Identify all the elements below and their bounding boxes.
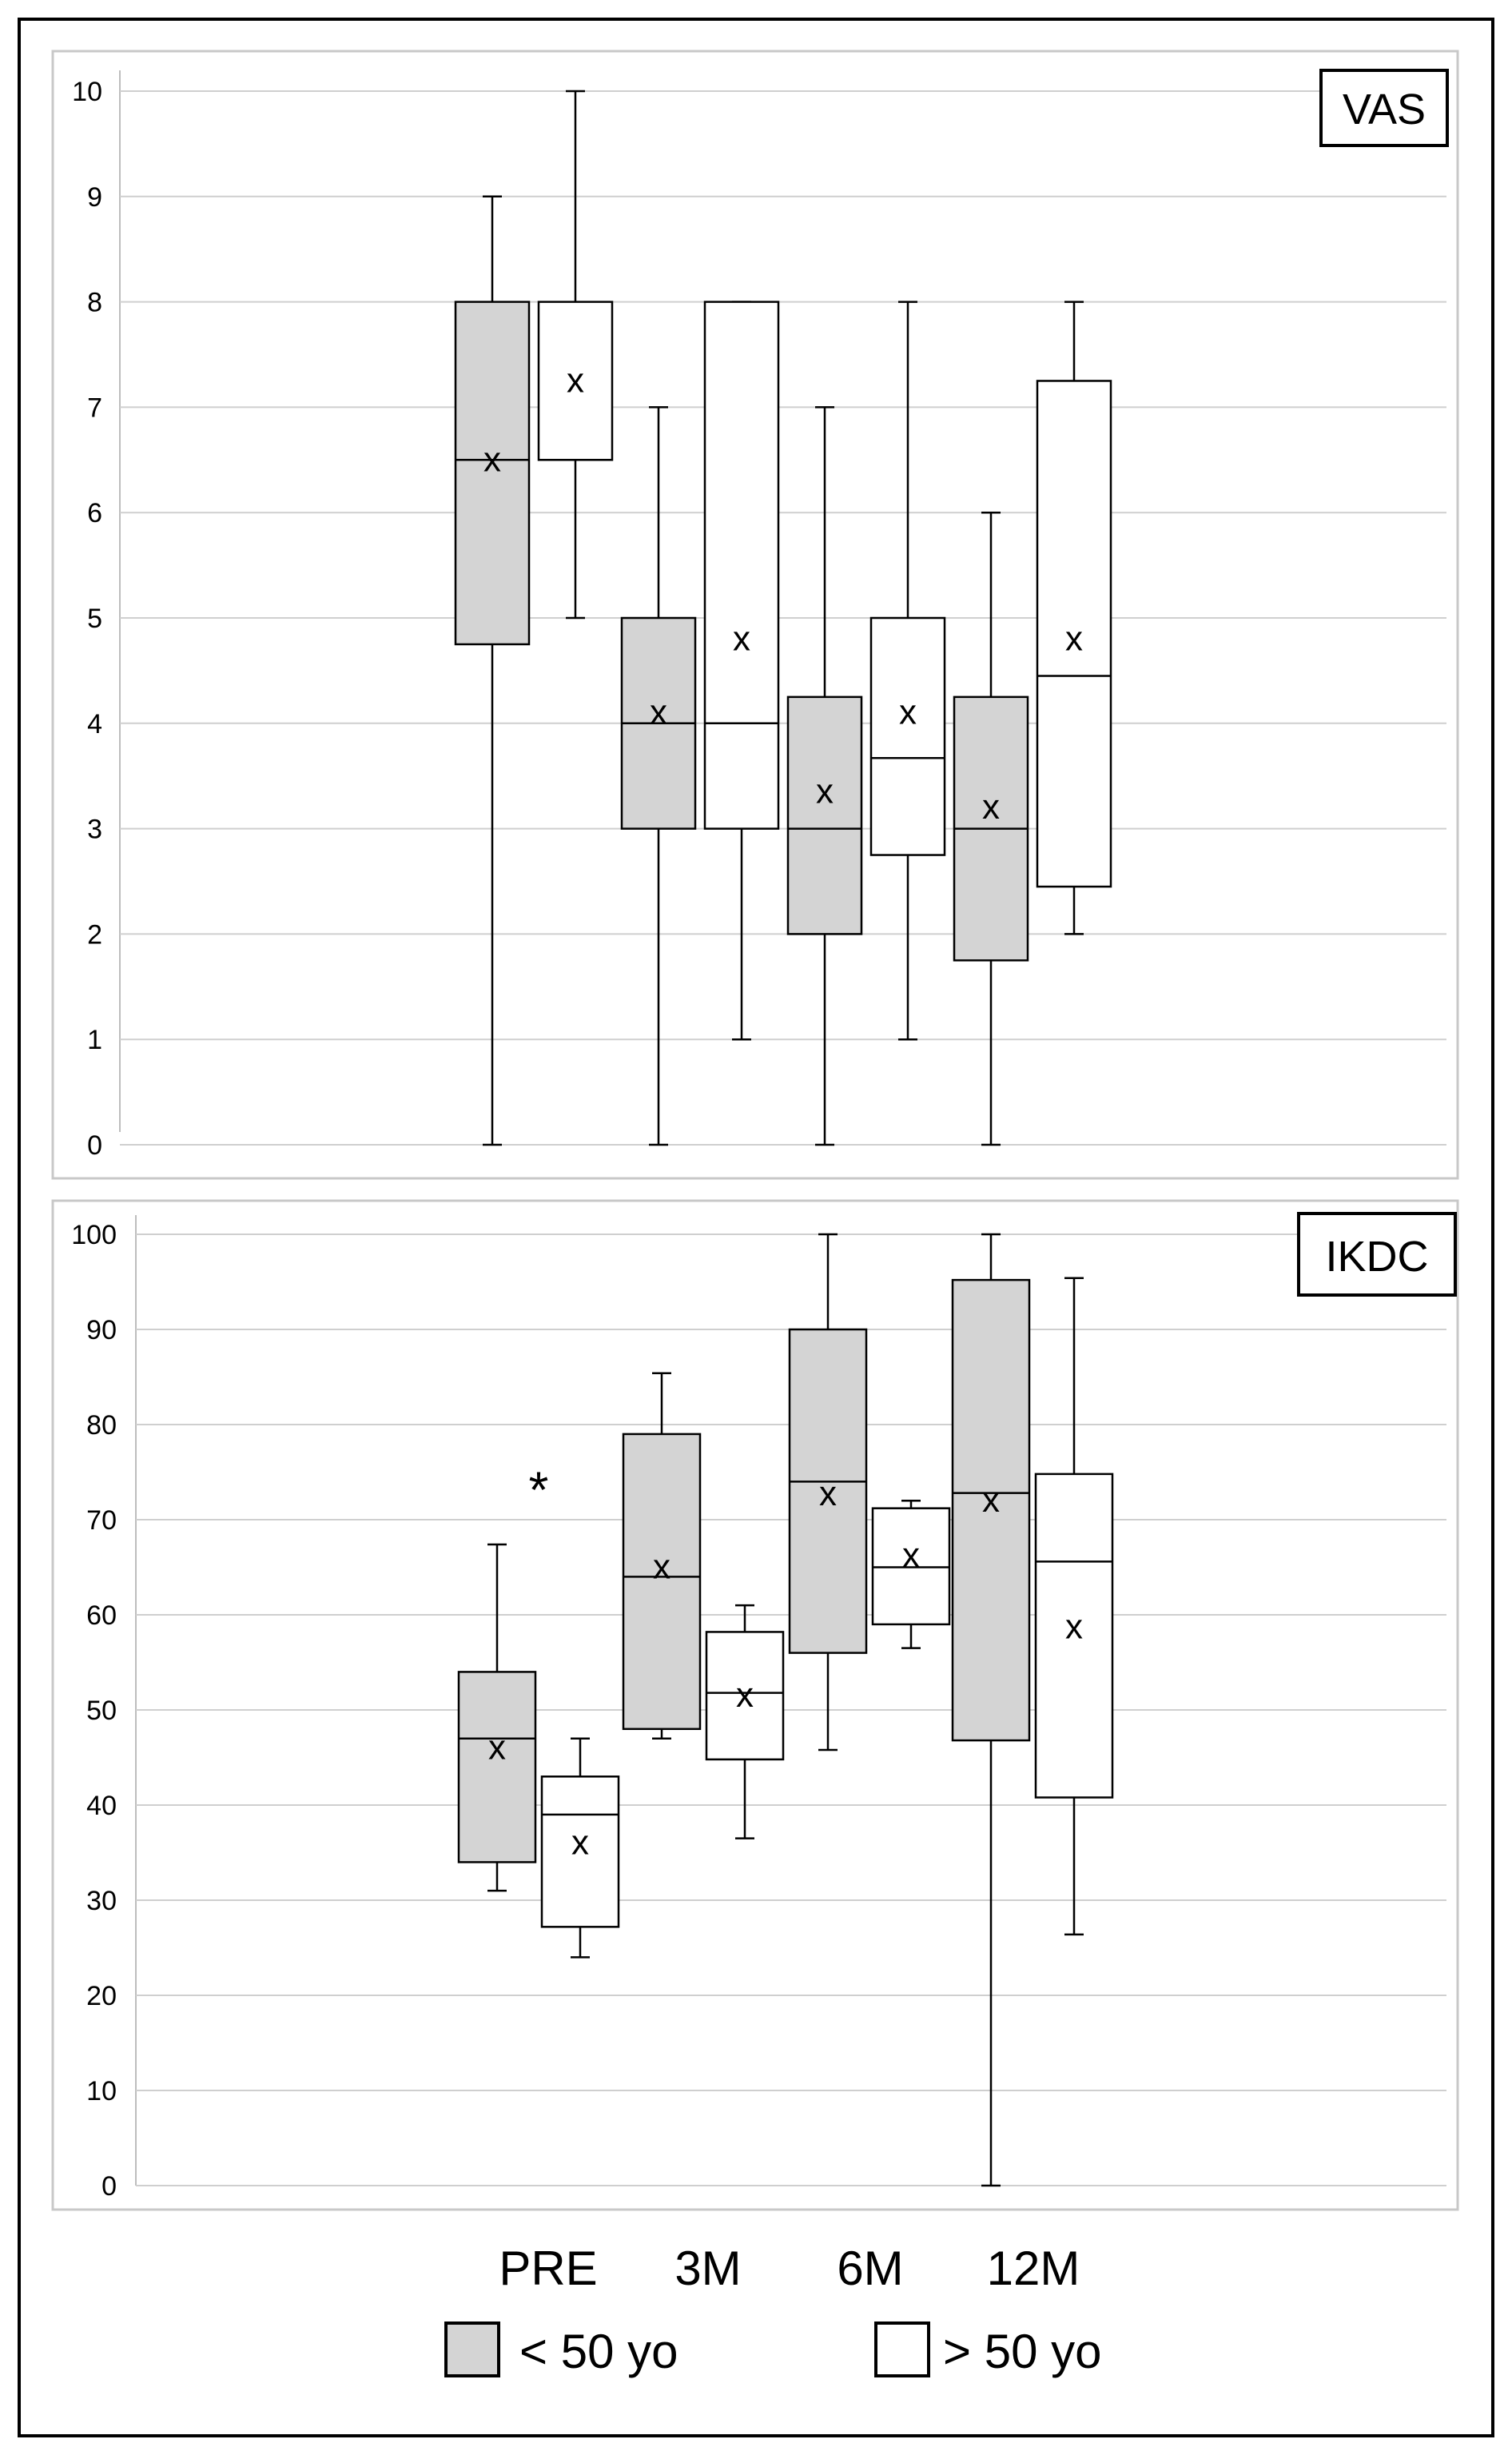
ikdc-box-6m-under-50-iqr — [788, 1328, 868, 1654]
ikdc-panel: 0 10 20 30 40 50 60 70 80 90 100 x x x x x x x x * IKDC — [51, 1199, 1459, 2211]
ikdc-box-6m-under-50: x — [788, 1233, 868, 1752]
ikdc-y-tick-label: 90 — [86, 1315, 117, 1345]
legend-label-over-50: > 50 yo — [943, 2325, 1102, 2378]
ikdc-y-ticks: 0 10 20 30 40 50 60 70 80 90 100 — [71, 1220, 117, 2202]
ikdc-y-tick-label: 0 — [101, 2171, 117, 2202]
vas-y-ticks: 0 1 2 3 4 5 6 7 8 9 10 — [72, 77, 102, 1161]
vas-box-6m-under-50: x — [786, 406, 863, 1146]
vas-box-6m-under-50-mean-marker: x — [816, 771, 834, 811]
vas-box-3m-over-50-iqr — [703, 301, 780, 830]
ikdc-box-3m-over-50: x — [705, 1604, 785, 1839]
vas-box-pre-under-50-iqr — [454, 301, 531, 646]
ikdc-y-tick-label: 60 — [86, 1600, 117, 1631]
vas-y-tick-label: 1 — [87, 1025, 102, 1055]
ikdc-y-tick-label: 30 — [86, 1886, 117, 1916]
vas-box-3m-over-50: x — [703, 301, 780, 1041]
ikdc-box-6m-under-50-mean-marker: x — [819, 1474, 837, 1513]
vas-box-pre-over-50-mean-marker: x — [567, 361, 584, 400]
vas-y-tick-label: 6 — [87, 498, 102, 528]
ikdc-box-3m-under-50: x — [622, 1372, 702, 1740]
vas-box-6m-over-50-iqr — [869, 616, 946, 856]
ikdc-y-tick-label: 20 — [86, 1981, 117, 2011]
ikdc-annotations: * — [529, 1461, 549, 1518]
ikdc-y-tick-label: 10 — [86, 2076, 117, 2106]
category-label-3m: 3M — [674, 2242, 741, 2295]
vas-box-6m-under-50-iqr — [786, 695, 863, 935]
vas-title-box: VAS — [1319, 69, 1449, 147]
category-label-pre: PRE — [499, 2242, 597, 2295]
vas-y-tick-label: 4 — [87, 709, 102, 739]
ikdc-box-3m-under-50-iqr — [622, 1433, 702, 1731]
vas-box-12m-over-50: x — [1036, 301, 1112, 935]
ikdc-significance-annotation: * — [529, 1461, 549, 1518]
vas-box-3m-under-50-mean-marker: x — [650, 693, 667, 732]
vas-y-tick-label: 2 — [87, 919, 102, 950]
vas-y-tick-label: 9 — [87, 182, 102, 213]
vas-gridlines — [120, 90, 1446, 1146]
legend-label-under-50: < 50 yo — [519, 2325, 678, 2378]
vas-box-3m-over-50-mean-marker: x — [733, 619, 750, 658]
vas-box-pre-over-50: x — [537, 90, 614, 620]
ikdc-box-pre-over-50-mean-marker: x — [571, 1823, 589, 1863]
category-label-12m: 12M — [987, 2242, 1080, 2295]
ikdc-box-12m-under-50-iqr — [951, 1278, 1031, 1742]
ikdc-box-pre-under-50: x — [457, 1543, 537, 1892]
ikdc-boxes: x x x x x x x x — [457, 1233, 1114, 2187]
vas-box-12m-under-50: x — [953, 511, 1029, 1146]
vas-box-3m-under-50: x — [620, 406, 697, 1146]
ikdc-y-tick-label: 70 — [86, 1505, 117, 1536]
ikdc-title: IKDC — [1325, 1233, 1428, 1281]
ikdc-box-pre-under-50-mean-marker: x — [488, 1728, 506, 1768]
ikdc-box-pre-over-50-iqr — [540, 1775, 620, 1928]
ikdc-box-12m-over-50: x — [1034, 1277, 1114, 1936]
vas-title: VAS — [1343, 86, 1426, 134]
vas-box-6m-over-50: x — [869, 301, 946, 1041]
vas-box-pre-over-50-iqr — [537, 301, 614, 461]
ikdc-y-tick-label: 100 — [71, 1220, 117, 1250]
category-label-6m: 6M — [837, 2242, 903, 2295]
ikdc-box-12m-under-50: x — [951, 1233, 1031, 2187]
vas-panel: 0 1 2 3 4 5 6 7 8 9 10 x x x x x x x x VAS — [51, 50, 1459, 1180]
ikdc-title-box: IKDC — [1297, 1212, 1457, 1297]
ikdc-box-pre-over-50: x — [540, 1737, 620, 1959]
legend-swatch-under-50 — [444, 2321, 500, 2377]
vas-box-12m-over-50-iqr — [1036, 380, 1112, 888]
ikdc-y-tick-label: 40 — [86, 1791, 117, 1821]
ikdc-y-tick-label: 80 — [86, 1410, 117, 1441]
vas-y-tick-label: 7 — [87, 393, 102, 423]
vas-y-tick-label: 10 — [72, 77, 102, 107]
ikdc-box-3m-over-50-mean-marker: x — [736, 1676, 754, 1715]
legend-swatch-over-50 — [874, 2321, 930, 2377]
vas-box-6m-over-50-mean-marker: x — [899, 693, 917, 732]
ikdc-title-frame — [1297, 1212, 1457, 1297]
vas-box-pre-under-50: x — [454, 195, 531, 1146]
ikdc-box-3m-over-50-iqr — [705, 1631, 785, 1761]
vas-boxes: x x x x x x x x — [454, 90, 1112, 1146]
ikdc-box-12m-under-50-mean-marker: x — [982, 1481, 1000, 1520]
vas-y-tick-label: 0 — [87, 1130, 102, 1161]
ikdc-box-12m-over-50-iqr — [1034, 1473, 1114, 1799]
vas-box-pre-under-50-mean-marker: x — [483, 440, 501, 479]
legend: PRE 3M 6M 12M < 50 yo > 50 yo — [444, 2242, 1102, 2378]
vas-y-tick-label: 8 — [87, 288, 102, 318]
ikdc-box-pre-under-50-iqr — [457, 1671, 537, 1863]
vas-box-12m-under-50-mean-marker: x — [982, 787, 1000, 827]
vas-box-12m-over-50-mean-marker: x — [1065, 619, 1083, 658]
ikdc-y-tick-label: 50 — [86, 1696, 117, 1726]
vas-y-tick-label: 5 — [87, 604, 102, 634]
vas-title-frame — [1319, 69, 1449, 147]
ikdc-box-3m-under-50-mean-marker: x — [653, 1548, 670, 1587]
ikdc-box-6m-over-50: x — [871, 1499, 951, 1649]
ikdc-box-6m-over-50-mean-marker: x — [902, 1536, 920, 1575]
ikdc-box-12m-over-50-mean-marker: x — [1065, 1607, 1083, 1646]
vas-y-tick-label: 3 — [87, 815, 102, 845]
